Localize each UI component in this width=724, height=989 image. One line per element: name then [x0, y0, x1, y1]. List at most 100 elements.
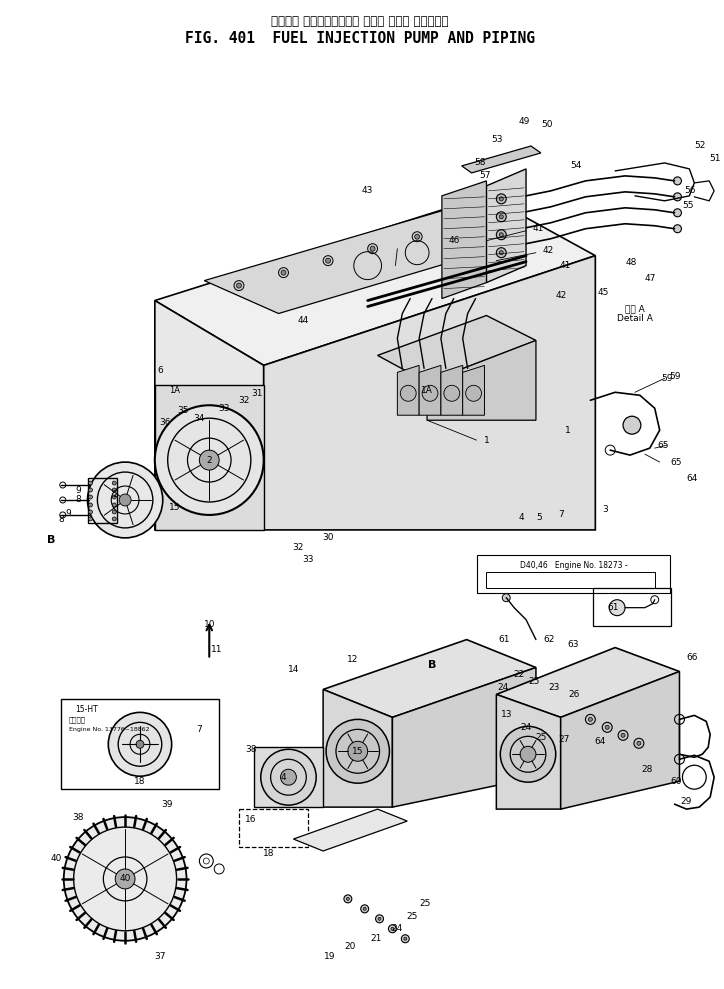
- Circle shape: [376, 915, 384, 923]
- Circle shape: [422, 386, 438, 402]
- Text: 29: 29: [681, 796, 692, 806]
- Polygon shape: [392, 668, 536, 807]
- Circle shape: [112, 481, 117, 485]
- Circle shape: [589, 717, 592, 721]
- Circle shape: [234, 281, 244, 291]
- Circle shape: [602, 722, 613, 732]
- Circle shape: [605, 725, 609, 729]
- Polygon shape: [155, 301, 264, 530]
- Text: 42: 42: [543, 246, 554, 255]
- Circle shape: [502, 593, 510, 601]
- Circle shape: [136, 741, 144, 749]
- Text: 15: 15: [169, 503, 180, 512]
- Circle shape: [344, 895, 352, 903]
- Text: Detail A: Detail A: [617, 314, 653, 323]
- Text: 24: 24: [392, 925, 403, 934]
- Text: 32: 32: [292, 543, 304, 552]
- Text: 41: 41: [560, 261, 571, 270]
- Text: 61: 61: [499, 635, 510, 644]
- Text: 65: 65: [657, 441, 668, 450]
- Text: フゥエル インジェクション ポンプ および パイピング: フゥエル インジェクション ポンプ および パイピング: [271, 16, 448, 29]
- Polygon shape: [442, 181, 487, 299]
- Circle shape: [88, 495, 93, 499]
- Circle shape: [346, 897, 350, 900]
- Text: B: B: [428, 660, 436, 670]
- Polygon shape: [204, 211, 516, 314]
- Text: 58: 58: [474, 158, 486, 167]
- Polygon shape: [397, 365, 419, 415]
- Text: 24: 24: [521, 723, 531, 732]
- Text: 4: 4: [281, 772, 286, 781]
- Circle shape: [673, 193, 681, 201]
- Circle shape: [497, 194, 506, 204]
- Circle shape: [109, 712, 172, 776]
- Polygon shape: [462, 146, 541, 173]
- Text: 13: 13: [500, 710, 512, 719]
- Text: Engine No. 13776~18862: Engine No. 13776~18862: [69, 727, 149, 732]
- Text: 39: 39: [161, 800, 172, 809]
- Polygon shape: [323, 689, 392, 807]
- Circle shape: [621, 733, 625, 738]
- Text: 21: 21: [370, 935, 382, 944]
- Circle shape: [457, 221, 467, 230]
- Text: 27: 27: [558, 735, 569, 744]
- Circle shape: [500, 232, 503, 236]
- Text: 詳細 A: 詳細 A: [625, 304, 645, 314]
- Text: 5: 5: [536, 513, 542, 522]
- Circle shape: [500, 215, 503, 219]
- Text: 8: 8: [76, 495, 82, 504]
- Circle shape: [673, 225, 681, 232]
- Text: 40: 40: [50, 854, 62, 863]
- Text: B: B: [46, 535, 55, 545]
- Circle shape: [404, 938, 407, 941]
- Text: 38: 38: [72, 813, 83, 822]
- Circle shape: [119, 494, 131, 506]
- Circle shape: [370, 246, 375, 251]
- Circle shape: [586, 714, 595, 724]
- Text: 当用予用: 当用予用: [69, 716, 85, 723]
- Text: 45: 45: [597, 288, 609, 297]
- Text: 25: 25: [535, 733, 547, 742]
- Text: 59: 59: [670, 372, 681, 381]
- Circle shape: [112, 503, 117, 507]
- Circle shape: [415, 234, 420, 239]
- Text: 30: 30: [322, 533, 334, 542]
- Circle shape: [497, 212, 506, 222]
- Text: 47: 47: [644, 274, 655, 283]
- Circle shape: [504, 238, 509, 243]
- Circle shape: [520, 747, 536, 763]
- Polygon shape: [264, 256, 595, 530]
- Text: 56: 56: [684, 186, 696, 196]
- Text: 11: 11: [211, 645, 223, 654]
- Text: 7: 7: [557, 510, 563, 519]
- Bar: [594, 587, 670, 626]
- Circle shape: [497, 247, 506, 258]
- Text: 22: 22: [513, 670, 525, 679]
- Circle shape: [112, 495, 117, 499]
- Text: 1: 1: [565, 425, 571, 435]
- Text: 38: 38: [245, 745, 256, 754]
- Text: 15-HT: 15-HT: [75, 705, 98, 714]
- Text: 65: 65: [670, 458, 682, 467]
- Text: 41: 41: [533, 225, 544, 233]
- Circle shape: [401, 935, 409, 943]
- Text: 8: 8: [58, 515, 64, 524]
- Text: 6: 6: [157, 366, 163, 375]
- Text: 52: 52: [694, 141, 706, 150]
- Circle shape: [459, 224, 464, 228]
- Text: 12: 12: [347, 655, 358, 664]
- Circle shape: [391, 928, 394, 931]
- Text: 28: 28: [641, 764, 652, 773]
- Polygon shape: [487, 169, 526, 283]
- Text: 32: 32: [238, 396, 250, 405]
- Text: 1: 1: [484, 435, 489, 445]
- Circle shape: [237, 283, 241, 288]
- Text: 64: 64: [594, 737, 606, 746]
- Circle shape: [155, 405, 264, 515]
- Text: 35: 35: [177, 405, 188, 414]
- Circle shape: [88, 503, 93, 507]
- Circle shape: [501, 235, 511, 245]
- Polygon shape: [441, 365, 463, 415]
- Polygon shape: [254, 748, 323, 807]
- Text: 33: 33: [219, 404, 230, 412]
